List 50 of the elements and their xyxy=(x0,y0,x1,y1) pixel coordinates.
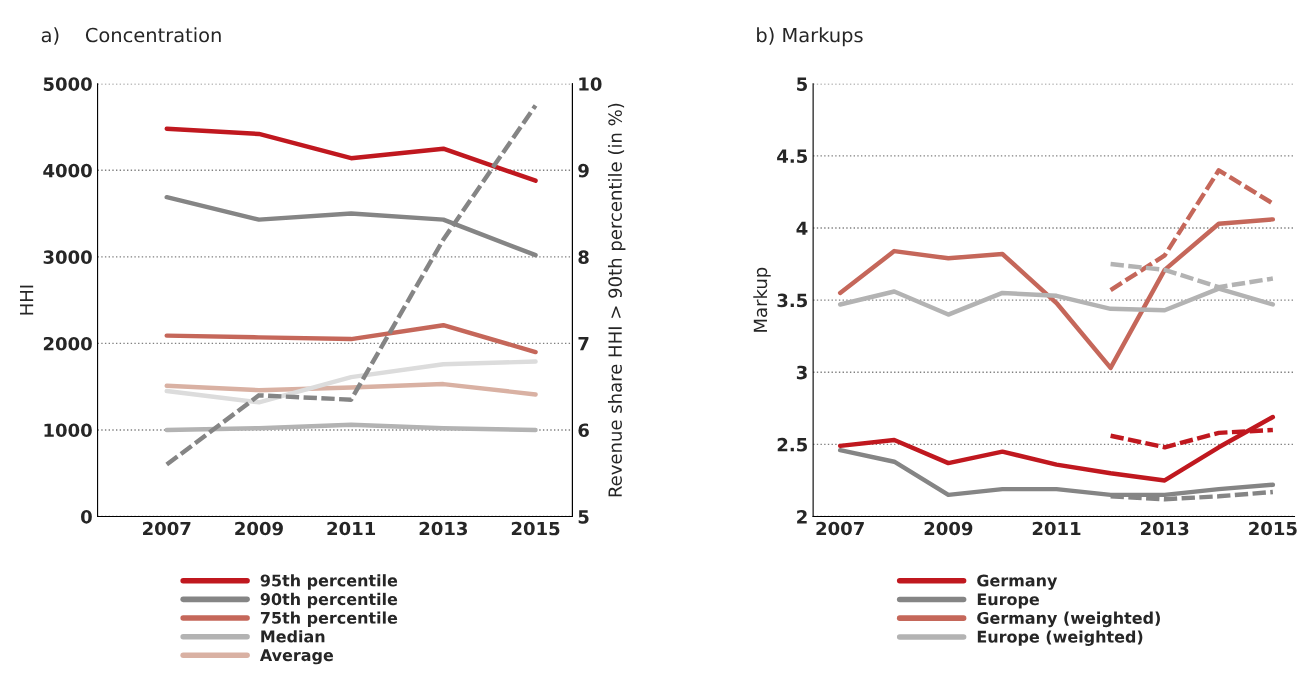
line-series xyxy=(164,323,538,355)
legend-label: 95th percentile xyxy=(260,574,398,590)
legend-label: 75th percentile xyxy=(260,611,398,627)
x-tick-label: 2007 xyxy=(143,521,191,536)
line-series xyxy=(837,447,1276,498)
x-tick-label: 2013 xyxy=(419,521,468,536)
y-tick-label: 4.5 xyxy=(777,149,807,163)
x-tick-label: 2011 xyxy=(327,521,376,536)
line-series xyxy=(164,359,538,405)
y-tick-label: 4 xyxy=(796,221,808,235)
chart-title: b) Markups xyxy=(757,27,863,47)
x-tick-label: 2013 xyxy=(1140,521,1189,536)
y-tick-label: 2000 xyxy=(43,336,92,351)
legend-label: Germany (weighted) xyxy=(977,611,1160,628)
x-tick-label: 2015 xyxy=(511,521,560,536)
legend-label: Median xyxy=(261,630,325,643)
x-tick-label: 2009 xyxy=(924,521,973,536)
y-axis-title: Markup xyxy=(753,267,771,332)
y-axis-title: HHI xyxy=(19,285,34,315)
y-tick-label: 0 xyxy=(81,509,92,524)
y-tick-label: 3 xyxy=(796,365,807,380)
x-tick-label: 2015 xyxy=(1249,521,1297,536)
y-tick-label: 5 xyxy=(797,77,807,91)
legend-label: 90th percentile xyxy=(260,592,398,609)
legend-label: Europe xyxy=(977,593,1039,609)
y-tick-label: 3.5 xyxy=(777,293,807,308)
legend-label: Germany xyxy=(977,574,1058,590)
line-series xyxy=(164,381,538,397)
y-tick-label: 2 xyxy=(797,509,807,524)
y2-tick-label: 8 xyxy=(578,250,589,264)
y2-axis-title: Revenue share HHI > 90th percentile (in %) xyxy=(607,103,626,497)
y-tick-label: 1000 xyxy=(44,423,92,438)
y2-tick-label: 6 xyxy=(578,423,589,438)
y-tick-label: 3000 xyxy=(43,250,92,264)
line-series xyxy=(837,217,1276,371)
y-tick-label: 5000 xyxy=(43,77,92,91)
x-tick-label: 2009 xyxy=(235,521,283,536)
line-series xyxy=(164,126,538,183)
line-series xyxy=(837,414,1276,483)
legend-label: Average xyxy=(259,649,334,665)
chart-title: a) Concentration xyxy=(41,27,221,45)
y2-tick-label: 10 xyxy=(579,77,602,91)
x-tick-label: 2011 xyxy=(1032,521,1081,536)
y-tick-label: 2.5 xyxy=(777,437,807,452)
x-tick-label: 2007 xyxy=(816,521,864,536)
y-tick-label: 4000 xyxy=(43,163,92,178)
y2-tick-label: 5 xyxy=(578,510,589,524)
legend-label: Europe (weighted) xyxy=(977,630,1143,646)
y2-tick-label: 7 xyxy=(578,337,589,351)
y2-tick-label: 9 xyxy=(578,163,589,178)
